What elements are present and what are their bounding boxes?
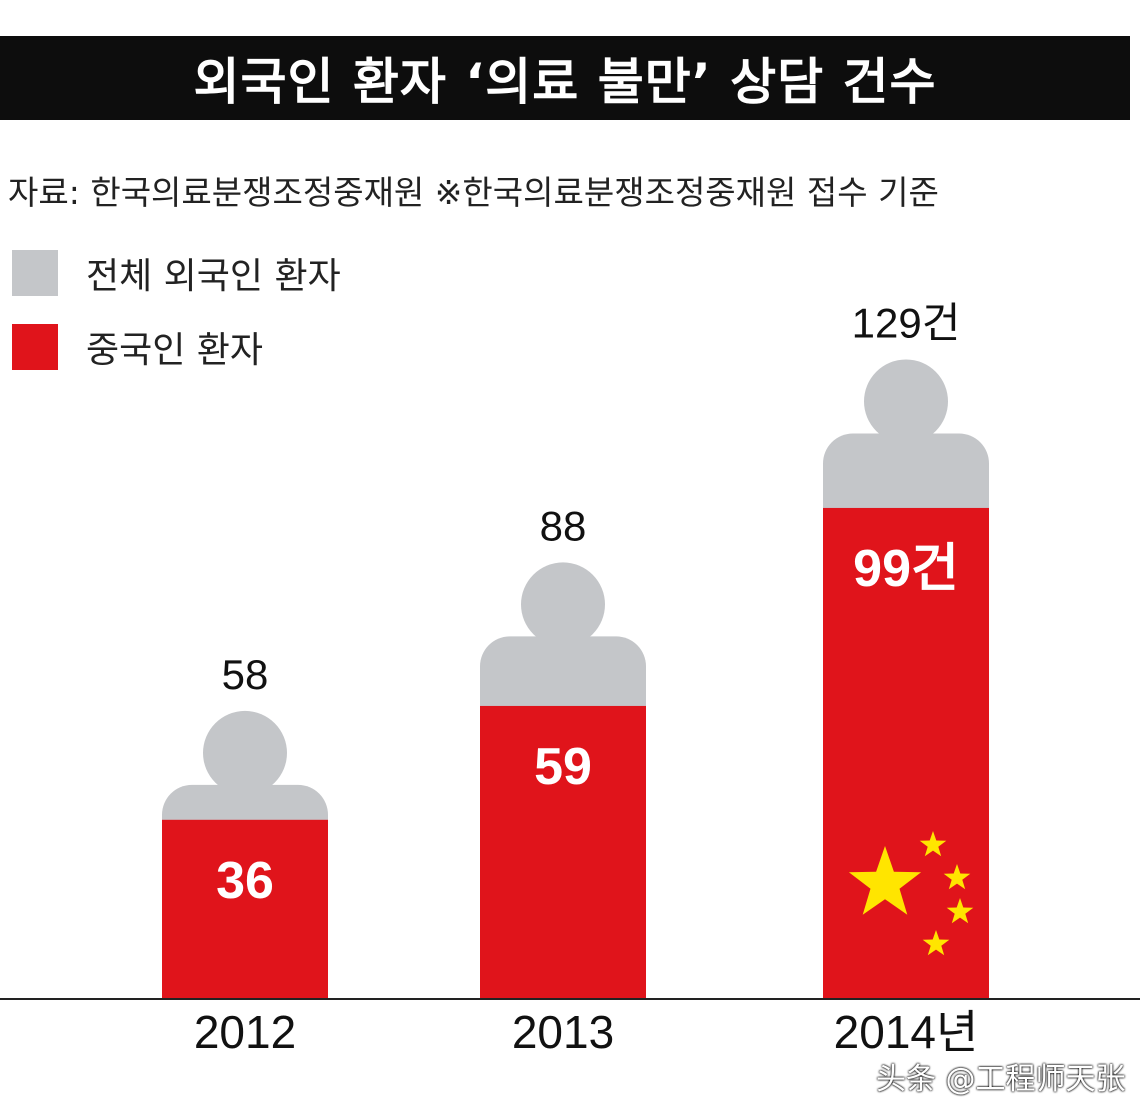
legend-label-chinese: 중국인 환자 (86, 330, 264, 371)
legend-swatch-chinese (12, 324, 58, 370)
chart-title: 외국인 환자 ‘의료 불만’ 상담 건수 (0, 36, 1130, 120)
x-tick-2014년: 2014년 (834, 1006, 979, 1058)
bar-chinese-2012 (162, 819, 328, 998)
legend: 전체 외국인 환자 중국인 환자 (12, 248, 341, 396)
bar-chinese-2013 (480, 705, 646, 998)
source-note: 자료: 한국의료분쟁조정중재원 ※한국의료분쟁조정중재원 접수 기준 (8, 173, 939, 212)
label-total-2014년: 129건 (852, 299, 961, 346)
label-total-2013: 88 (540, 502, 587, 549)
label-chinese-2014년: 99건 (853, 540, 959, 598)
person-head-2012 (203, 710, 287, 795)
legend-item-chinese: 중국인 환자 (12, 322, 341, 372)
legend-swatch-total (12, 250, 58, 296)
label-total-2012: 58 (222, 651, 269, 698)
x-tick-2013: 2013 (512, 1006, 614, 1058)
person-head-2013 (521, 562, 605, 647)
flag-star-small-icon-4 (922, 930, 950, 956)
flag-star-small-icon-2 (943, 864, 971, 890)
person-head-2014년 (864, 359, 948, 444)
flag-star-small-icon-1 (919, 831, 947, 857)
legend-item-total: 전체 외국인 환자 (12, 248, 341, 298)
x-tick-2012: 2012 (194, 1006, 296, 1058)
flag-star-small-icon-3 (946, 898, 974, 924)
label-chinese-2012: 36 (216, 852, 274, 910)
label-chinese-2013: 59 (534, 738, 592, 796)
watermark: 头条 @工程师天张 (876, 1062, 1126, 1097)
legend-label-total: 전체 외국인 환자 (86, 256, 341, 297)
flag-star-large-icon (848, 846, 922, 915)
